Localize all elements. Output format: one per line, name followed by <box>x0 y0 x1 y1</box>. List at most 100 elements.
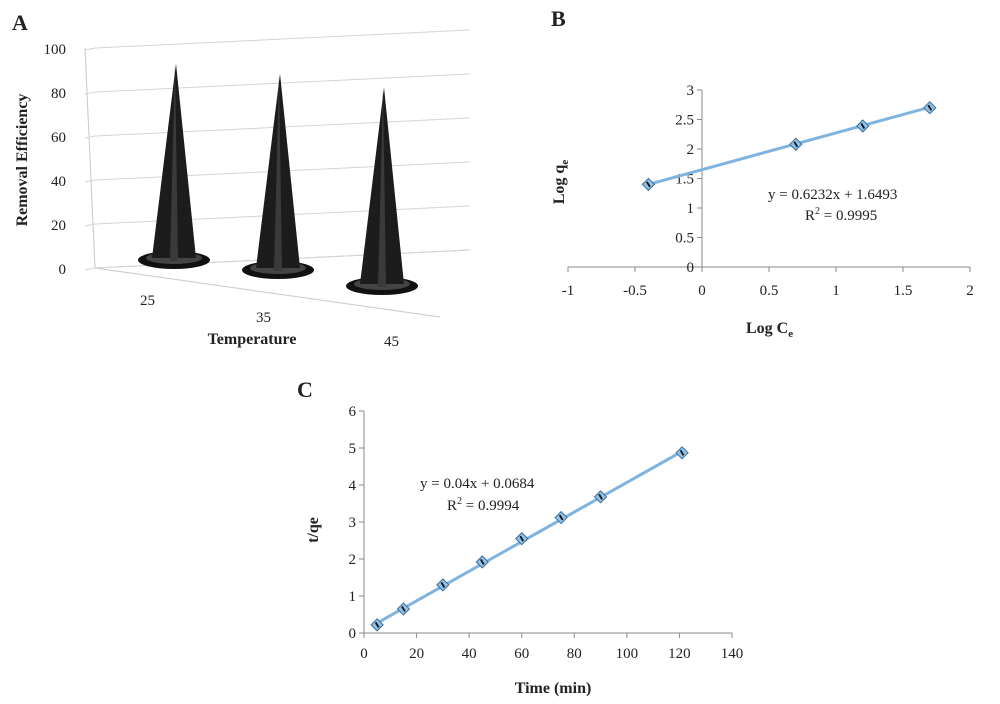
y-tick-label: 5 <box>349 441 357 457</box>
panel-c-y-axis-title: t/qe <box>305 517 322 543</box>
panel-b-x-sub: e <box>788 328 793 340</box>
panel-a-gridline <box>84 161 471 183</box>
panel-b-data-points <box>641 100 937 192</box>
panel-a-y-tick-label: 20 <box>51 218 66 234</box>
panel-b-axes <box>567 89 971 272</box>
panel-c-r-sup: 2 <box>457 496 462 507</box>
y-tick-label: 1 <box>349 589 357 605</box>
panel-c-equation: y = 0.04x + 0.0684 <box>420 476 535 492</box>
panel-a-y-axis-title: Removal Efficiency <box>14 94 31 227</box>
panel-b-x-axis-title: Log Ce <box>746 320 793 340</box>
panel-b-x-main: Log C <box>746 320 788 337</box>
x-tick-label: 60 <box>514 646 529 662</box>
x-tick-label: 80 <box>567 646 582 662</box>
data-point-error-tick <box>480 558 485 565</box>
panel-c-y-tick-labels: 0 1 2 3 4 5 6 <box>349 404 357 642</box>
y-tick-label: 2 <box>687 142 695 158</box>
y-tick-label: 6 <box>349 404 357 420</box>
panel-a-x-tick-labels: 25 35 45 <box>140 293 399 350</box>
data-point-error-tick <box>793 141 799 148</box>
data-point-error-tick <box>646 181 651 188</box>
panel-c-r-label: R <box>447 498 457 514</box>
x-tick-label: 0 <box>360 646 368 662</box>
data-point-error-tick <box>927 104 933 111</box>
panel-c-x-tick-labels: 0 20 40 60 80 100 120 140 <box>360 646 743 662</box>
panel-b-y-axis-title: Log qe <box>551 160 571 205</box>
y-tick-label: 3 <box>349 515 357 531</box>
panel-a-gridline <box>84 73 471 95</box>
data-point-error-tick <box>598 493 603 500</box>
panel-letter-a: A <box>12 10 28 35</box>
panel-b-scatter-chart: B -1 -0.5 0 0.5 1 1.5 2 0 0.5 1 1.5 2 2.5 3 y = 0.62… <box>551 6 974 340</box>
panel-a-cone-chart: A 0 20 40 60 80 100 25 35 45 Removal Efficiency… <box>12 10 471 350</box>
data-point-error-tick <box>401 605 406 612</box>
panel-c-data-points <box>370 446 689 632</box>
panel-a-cone-highlight <box>170 65 178 261</box>
data-point-error-tick <box>519 535 524 542</box>
panel-a-y-tick-label: 100 <box>44 42 67 58</box>
x-tick-label: 140 <box>721 646 744 662</box>
trendline-segment <box>648 105 931 186</box>
panel-b-r-label: R <box>805 208 815 224</box>
panel-a-gridline <box>84 117 471 139</box>
y-tick-label: 4 <box>349 478 357 494</box>
panel-a-gridline <box>84 205 471 227</box>
panel-b-x-tick-labels: -1 -0.5 0 0.5 1 1.5 2 <box>562 283 974 299</box>
panel-a-gridlines <box>84 29 471 271</box>
x-tick-label: -0.5 <box>623 283 647 299</box>
panel-b-trendline <box>648 105 931 186</box>
x-tick-label: -1 <box>562 283 575 299</box>
data-point-error-tick <box>374 621 380 628</box>
panel-b-y-tick-labels: 00.511.522.53 <box>675 83 694 276</box>
y-tick-label: 3 <box>687 83 695 99</box>
x-tick-label: 120 <box>668 646 691 662</box>
panel-c-r-value: = 0.9994 <box>462 498 520 514</box>
panel-a-x-tick-label: 35 <box>256 310 271 326</box>
panel-c-axes <box>359 410 733 638</box>
x-tick-label: 2 <box>966 283 974 299</box>
y-tick-label: 2.5 <box>675 113 694 129</box>
panel-a-y-tick-label: 0 <box>59 262 67 278</box>
panel-c-x-axis-title: Time (min) <box>515 680 592 697</box>
trendline-segment <box>376 450 683 625</box>
panel-b-r-sup: 2 <box>815 206 820 217</box>
data-point-error-tick <box>558 514 564 521</box>
panel-c-trendline <box>376 450 683 625</box>
panel-letter-b: B <box>551 6 566 31</box>
panel-a-x-axis-title: Temperature <box>208 331 297 348</box>
panel-a-cone-highlight <box>378 89 386 288</box>
panel-letter-c: C <box>297 377 313 402</box>
x-tick-label: 1.5 <box>894 283 913 299</box>
panel-a-gridline <box>84 29 471 51</box>
panel-b-r-squared: R2 = 0.9995 <box>805 206 877 224</box>
data-point-error-tick <box>440 581 446 588</box>
panel-a-y-tick-labels: 0 20 40 60 80 100 <box>44 42 67 278</box>
panel-b-y-main: Log q <box>551 165 568 205</box>
panel-a-y-tick-label: 40 <box>51 174 66 190</box>
panel-a-x-tick-label: 25 <box>140 293 155 309</box>
panel-a-y-tick-label: 60 <box>51 130 66 146</box>
panel-a-cones <box>138 63 418 295</box>
x-tick-label: 100 <box>616 646 639 662</box>
panel-b-r-value: = 0.9995 <box>820 208 877 224</box>
panel-b-equation: y = 0.6232x + 1.6493 <box>768 187 897 203</box>
x-tick-label: 0 <box>698 283 706 299</box>
y-tick-label: 0 <box>349 626 357 642</box>
y-tick-label: 0 <box>687 260 695 276</box>
panel-b-y-sub: e <box>559 160 571 165</box>
data-point-error-tick <box>679 449 685 456</box>
panel-a-floor-front-edge <box>94 267 441 318</box>
panel-a-gridline <box>84 249 471 271</box>
panel-c-r-squared: R2 = 0.9994 <box>447 496 520 514</box>
y-tick-label: 0.5 <box>675 231 694 247</box>
y-tick-label: 2 <box>349 552 357 568</box>
x-tick-label: 1 <box>832 283 840 299</box>
panel-a-cone-highlight <box>274 75 282 271</box>
data-point-error-tick <box>860 123 866 129</box>
panel-a-y-tick-label: 80 <box>51 86 66 102</box>
x-tick-label: 40 <box>462 646 477 662</box>
x-tick-label: 0.5 <box>760 283 779 299</box>
y-tick-label: 1 <box>687 201 695 217</box>
panel-c-scatter-chart: C 0 20 40 60 80 100 120 140 0 1 2 3 4 5 6 y = 0.04x +… <box>297 377 743 697</box>
